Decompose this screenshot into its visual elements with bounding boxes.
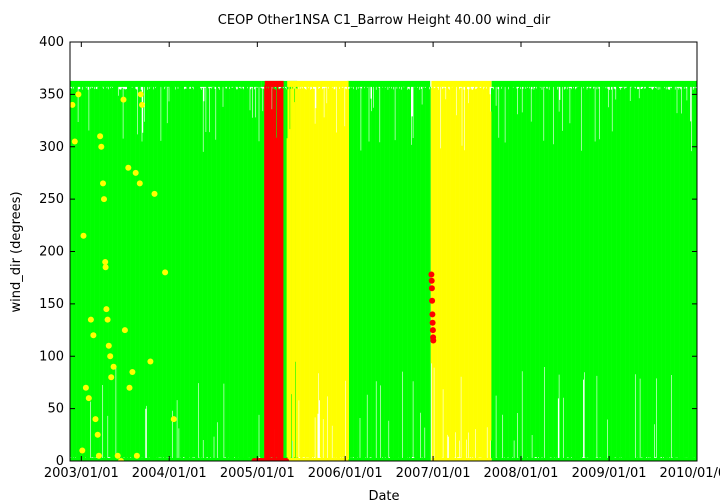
x-tick-label-0: 2003/01/01	[44, 466, 119, 481]
y-tick-label-1: 50	[47, 402, 64, 417]
x-tick-label-5: 2008/01/01	[484, 466, 559, 481]
y-tick-label-0: 0	[56, 454, 64, 469]
series-1-point-23	[110, 363, 117, 370]
y-tick-label-2: 100	[39, 349, 64, 364]
series-1-point-27	[125, 164, 132, 171]
series-0-band-bottom	[70, 458, 262, 461]
series-2-band-top	[264, 80, 284, 87]
series-1-point-33	[139, 101, 145, 108]
series-2-point-9	[428, 285, 435, 292]
x-axis-label: Date	[368, 489, 399, 504]
series-0-band-top	[70, 80, 262, 87]
series-0-band-3	[491, 80, 697, 461]
series-2-band-0	[264, 80, 284, 461]
series-0-band-bottom	[491, 458, 697, 461]
series-1-point-5	[82, 384, 89, 391]
series-1-band-0	[286, 80, 349, 461]
series-1-point-39	[133, 452, 140, 459]
series-2-point-8	[428, 277, 435, 284]
series-2-point-12	[429, 319, 436, 326]
series-1-point-32	[137, 91, 144, 98]
series-1-point-16	[102, 259, 109, 265]
series-1-point-24	[114, 452, 121, 459]
series-1-point-4	[80, 232, 87, 239]
series-2-point-4	[260, 458, 267, 461]
x-tick-label-1: 2004/01/01	[132, 466, 207, 481]
series-1-point-8	[90, 332, 97, 339]
series-1-point-18	[103, 306, 110, 313]
series-1-point-25	[118, 458, 124, 461]
series-1-point-13	[98, 143, 105, 150]
series-1-point-30	[132, 169, 139, 176]
series-1-point-22	[108, 374, 115, 381]
series-1-point-6	[85, 395, 92, 402]
chart-title: CEOP Other1NSA C1_Barrow Height 40.00 wi…	[218, 13, 551, 28]
series-2-point-6	[283, 458, 290, 461]
series-1-point-28	[126, 384, 133, 391]
series-1	[70, 80, 492, 461]
series-1-point-0	[70, 101, 76, 108]
x-tick-label-4: 2007/01/01	[396, 466, 471, 481]
series-2-point-15	[430, 337, 437, 344]
series-1-point-3	[79, 447, 86, 454]
series-1-point-35	[151, 190, 158, 197]
y-tick-label-8: 400	[39, 35, 64, 50]
series-1-point-15	[101, 196, 107, 203]
series-1-point-38	[120, 96, 127, 103]
x-tick-label-2: 2005/01/01	[220, 466, 295, 481]
series-1-point-7	[87, 316, 94, 323]
series-0-band-bottom	[347, 458, 431, 461]
series-1-band-top	[287, 80, 349, 87]
series-1-point-14	[100, 180, 106, 187]
data-layer	[70, 80, 697, 461]
series-1-point-11	[95, 452, 102, 459]
series-1-point-21	[107, 353, 114, 360]
y-tick-label-4: 200	[39, 245, 64, 260]
series-1-point-31	[136, 180, 143, 187]
series-2-point-7	[428, 271, 435, 278]
y-axis-label: wind_dir (degrees)	[9, 191, 24, 312]
series-2-point-11	[429, 311, 436, 318]
series-1-point-20	[105, 342, 112, 349]
series-2-point-10	[429, 297, 436, 304]
series-1-band-1	[430, 80, 492, 461]
series-1-band-top	[431, 80, 492, 87]
y-tick-label-6: 300	[39, 140, 64, 155]
series-2-point-13	[429, 327, 436, 334]
series-2	[251, 80, 437, 461]
x-tick-label-6: 2009/01/01	[572, 466, 647, 481]
series-1-point-19	[104, 316, 111, 323]
series-0-band-top	[347, 80, 431, 87]
series-1-band-bottom	[287, 458, 349, 461]
y-tick-label-5: 250	[39, 192, 64, 207]
series-1-point-29	[129, 369, 136, 375]
plot-area	[70, 80, 697, 461]
series-1-point-37	[170, 416, 177, 423]
series-1-point-9	[92, 416, 99, 423]
series-0-band-top	[491, 80, 697, 87]
series-2-band-bottom	[264, 458, 284, 461]
series-1-point-36	[162, 269, 169, 276]
series-1-point-26	[121, 327, 128, 334]
y-tick-label-7: 350	[39, 87, 64, 102]
series-0-band-2	[346, 80, 431, 461]
series-1-point-10	[94, 431, 101, 438]
series-1-point-12	[97, 133, 104, 140]
x-tick-label-7: 2010/01/01	[660, 466, 720, 481]
axis-layer: 0 50 100 150 200 250 300 350 400 2003/01/01 2004/0…	[39, 35, 720, 481]
series-1-band-bottom	[431, 458, 492, 461]
y-tick-label-3: 150	[39, 297, 64, 312]
x-tick-label-3: 2006/01/01	[308, 466, 383, 481]
series-1-point-1	[71, 138, 78, 145]
series-1-point-17	[102, 264, 109, 271]
series-1-point-34	[147, 358, 154, 365]
series-1-point-2	[75, 91, 82, 98]
